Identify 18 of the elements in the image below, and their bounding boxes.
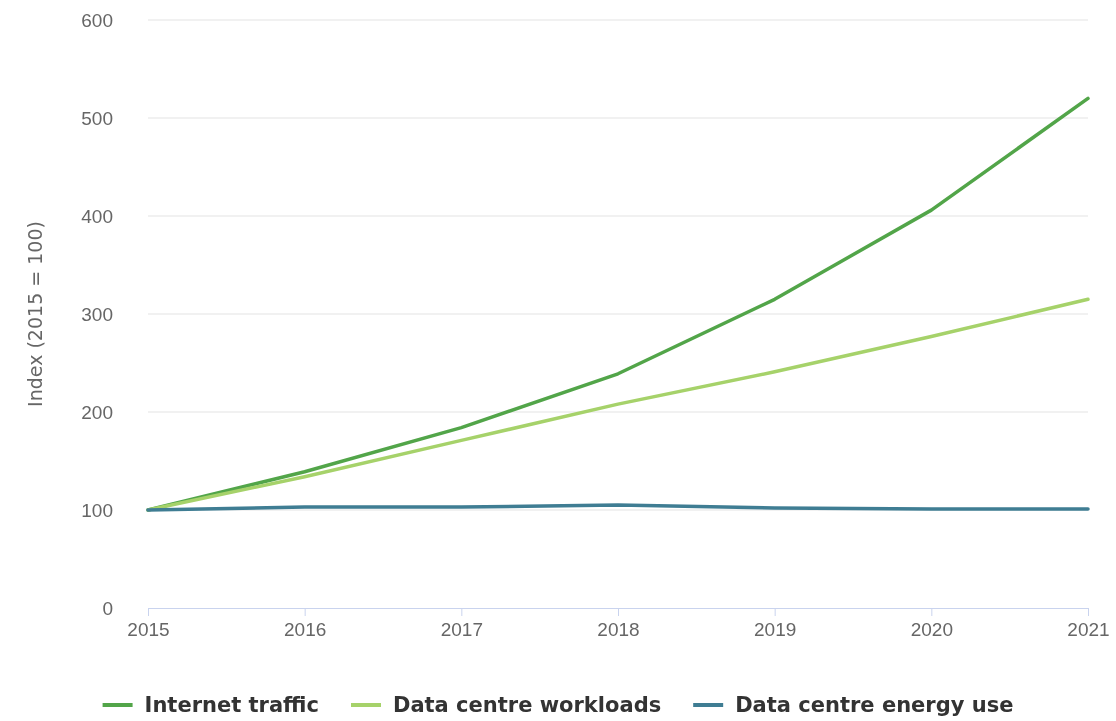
y-tick-label: 0 xyxy=(102,598,113,620)
y-tick-label: 500 xyxy=(81,108,113,130)
legend-label: Internet traffic xyxy=(144,693,319,718)
x-tick-label: 2020 xyxy=(910,619,953,641)
x-tick-label: 2017 xyxy=(440,619,483,641)
y-tick-label: 200 xyxy=(81,402,113,424)
legend-label: Data centre energy use xyxy=(735,693,1014,718)
y-tick-label: 100 xyxy=(81,500,113,522)
legend-label: Data centre workloads xyxy=(392,693,662,718)
y-tick-label: 300 xyxy=(81,304,113,326)
x-tick-label: 2019 xyxy=(754,619,797,641)
y-tick-label: 600 xyxy=(81,10,113,32)
y-tick-label: 400 xyxy=(81,206,113,228)
x-tick-label: 2018 xyxy=(597,619,640,641)
x-tick-label: 2016 xyxy=(284,619,327,641)
x-tick-label: 2021 xyxy=(1067,619,1110,641)
x-tick-label: 2015 xyxy=(127,619,170,641)
y-axis-title: Index (2015 = 100) xyxy=(24,221,46,407)
